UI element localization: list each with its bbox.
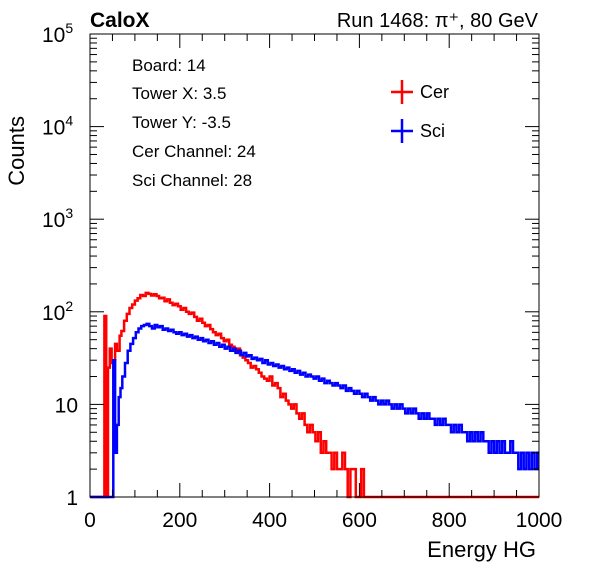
info-line-sci-channel: Sci Channel: 28 (132, 171, 252, 190)
y-tick-label: 102 (42, 298, 73, 325)
legend-label-cer: Cer (420, 82, 449, 102)
y-tick-base: 10 (42, 209, 65, 232)
y-tick-label: 1 (66, 487, 78, 510)
x-tick-label: 400 (252, 509, 287, 532)
legend-entry-sci: Sci (391, 119, 445, 143)
series-cer-line (90, 291, 539, 499)
info-line-board: Board: 14 (132, 56, 206, 75)
info-box: Board: 14 Tower X: 3.5 Tower Y: -3.5 Cer… (124, 48, 358, 194)
y-tick-label: 104 (42, 113, 73, 140)
chart-title-left: CaloX (90, 9, 150, 32)
x-tick-label: 800 (432, 509, 467, 532)
y-tick-exponent: 2 (65, 298, 73, 314)
x-tick-label: 0 (84, 509, 96, 532)
y-axis-title: Counts (4, 116, 29, 186)
legend-label-sci: Sci (420, 121, 445, 141)
y-tick-label: 10 (55, 394, 78, 417)
y-tick-exponent: 3 (65, 205, 73, 221)
info-line-tower-y: Tower Y: -3.5 (132, 113, 231, 132)
legend-entry-cer: Cer (391, 80, 449, 104)
y-tick-exponent: 4 (65, 113, 73, 129)
legend: Cer Sci (391, 80, 449, 143)
y-tick-label: 103 (42, 205, 73, 232)
x-tick-label: 200 (162, 509, 197, 532)
info-box-background (124, 48, 358, 194)
series-sci-line (90, 322, 539, 499)
y-tick-label: 105 (42, 20, 73, 47)
info-line-tower-x: Tower X: 3.5 (132, 84, 227, 103)
y-tick-base: 10 (42, 302, 65, 325)
chart-title-right: Run 1468: π⁺, 80 GeV (337, 10, 539, 32)
y-tick-base: 10 (42, 24, 65, 47)
x-tick-label: 600 (342, 509, 377, 532)
info-line-cer-channel: Cer Channel: 24 (132, 142, 256, 161)
y-tick-base: 10 (42, 117, 65, 140)
x-tick-label: 1000 (516, 509, 563, 532)
plot-frame (89, 33, 540, 498)
y-tick-exponent: 5 (65, 20, 73, 36)
x-axis-title: Energy HG (427, 537, 536, 562)
